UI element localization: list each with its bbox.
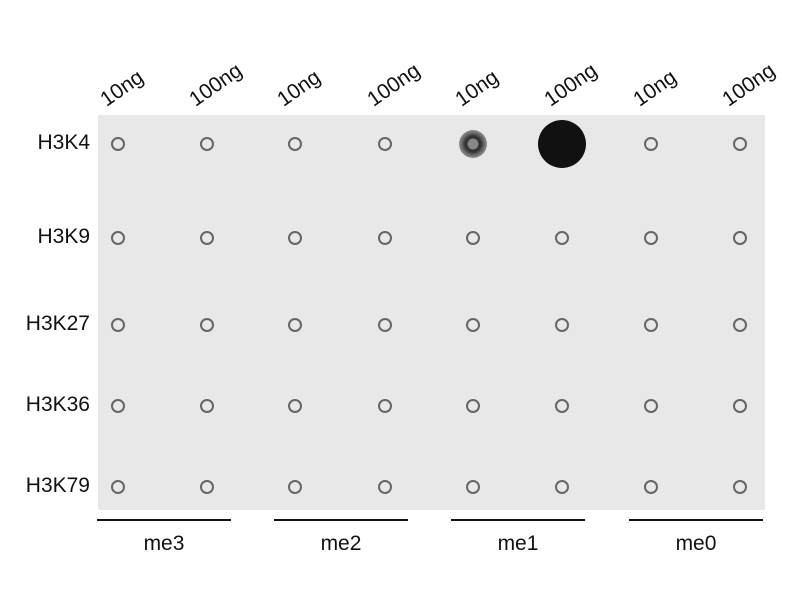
column-label: 10ng bbox=[96, 65, 148, 112]
group-line bbox=[97, 519, 231, 521]
dot bbox=[378, 480, 392, 494]
group-line bbox=[629, 519, 763, 521]
dot bbox=[538, 120, 586, 168]
row-label: H3K36 bbox=[25, 393, 90, 416]
dot bbox=[466, 318, 480, 332]
dot bbox=[288, 137, 302, 151]
dot bbox=[733, 318, 747, 332]
row-label: H3K27 bbox=[25, 312, 90, 335]
membrane bbox=[98, 115, 765, 510]
dot bbox=[200, 480, 214, 494]
dot bbox=[466, 231, 480, 245]
dot bbox=[200, 318, 214, 332]
dot bbox=[200, 231, 214, 245]
dot bbox=[466, 399, 480, 413]
dot bbox=[111, 137, 125, 151]
dot bbox=[200, 137, 214, 151]
dot bbox=[288, 318, 302, 332]
dot bbox=[644, 231, 658, 245]
dot bbox=[459, 130, 487, 158]
dot bbox=[644, 480, 658, 494]
dot bbox=[644, 137, 658, 151]
dot bbox=[378, 318, 392, 332]
dot bbox=[555, 318, 569, 332]
group-label: me0 bbox=[675, 532, 717, 555]
column-label: 100ng bbox=[540, 58, 602, 112]
dot bbox=[378, 231, 392, 245]
dot bbox=[288, 399, 302, 413]
dot bbox=[111, 399, 125, 413]
column-label: 100ng bbox=[363, 58, 425, 112]
dot bbox=[555, 480, 569, 494]
row-label: H3K79 bbox=[25, 474, 90, 497]
dot bbox=[466, 480, 480, 494]
dot bbox=[111, 318, 125, 332]
group-label: me2 bbox=[320, 532, 362, 555]
column-label: 100ng bbox=[185, 58, 247, 112]
dot bbox=[733, 480, 747, 494]
dot bbox=[288, 480, 302, 494]
dot bbox=[733, 231, 747, 245]
dot bbox=[733, 399, 747, 413]
dot bbox=[111, 480, 125, 494]
group-line bbox=[274, 519, 408, 521]
dot bbox=[555, 231, 569, 245]
column-label: 10ng bbox=[629, 65, 681, 112]
dot bbox=[644, 399, 658, 413]
column-label: 10ng bbox=[451, 65, 503, 112]
row-label: H3K9 bbox=[37, 225, 90, 248]
dot bbox=[378, 137, 392, 151]
group-line bbox=[451, 519, 585, 521]
dot bbox=[644, 318, 658, 332]
group-label: me1 bbox=[497, 532, 539, 555]
dot bbox=[555, 399, 569, 413]
group-label: me3 bbox=[143, 532, 185, 555]
dot bbox=[111, 231, 125, 245]
dot bbox=[288, 231, 302, 245]
column-label: 100ng bbox=[718, 58, 780, 112]
dot bbox=[733, 137, 747, 151]
dot bbox=[378, 399, 392, 413]
dot bbox=[200, 399, 214, 413]
row-label: H3K4 bbox=[37, 131, 90, 154]
column-label: 10ng bbox=[273, 65, 325, 112]
